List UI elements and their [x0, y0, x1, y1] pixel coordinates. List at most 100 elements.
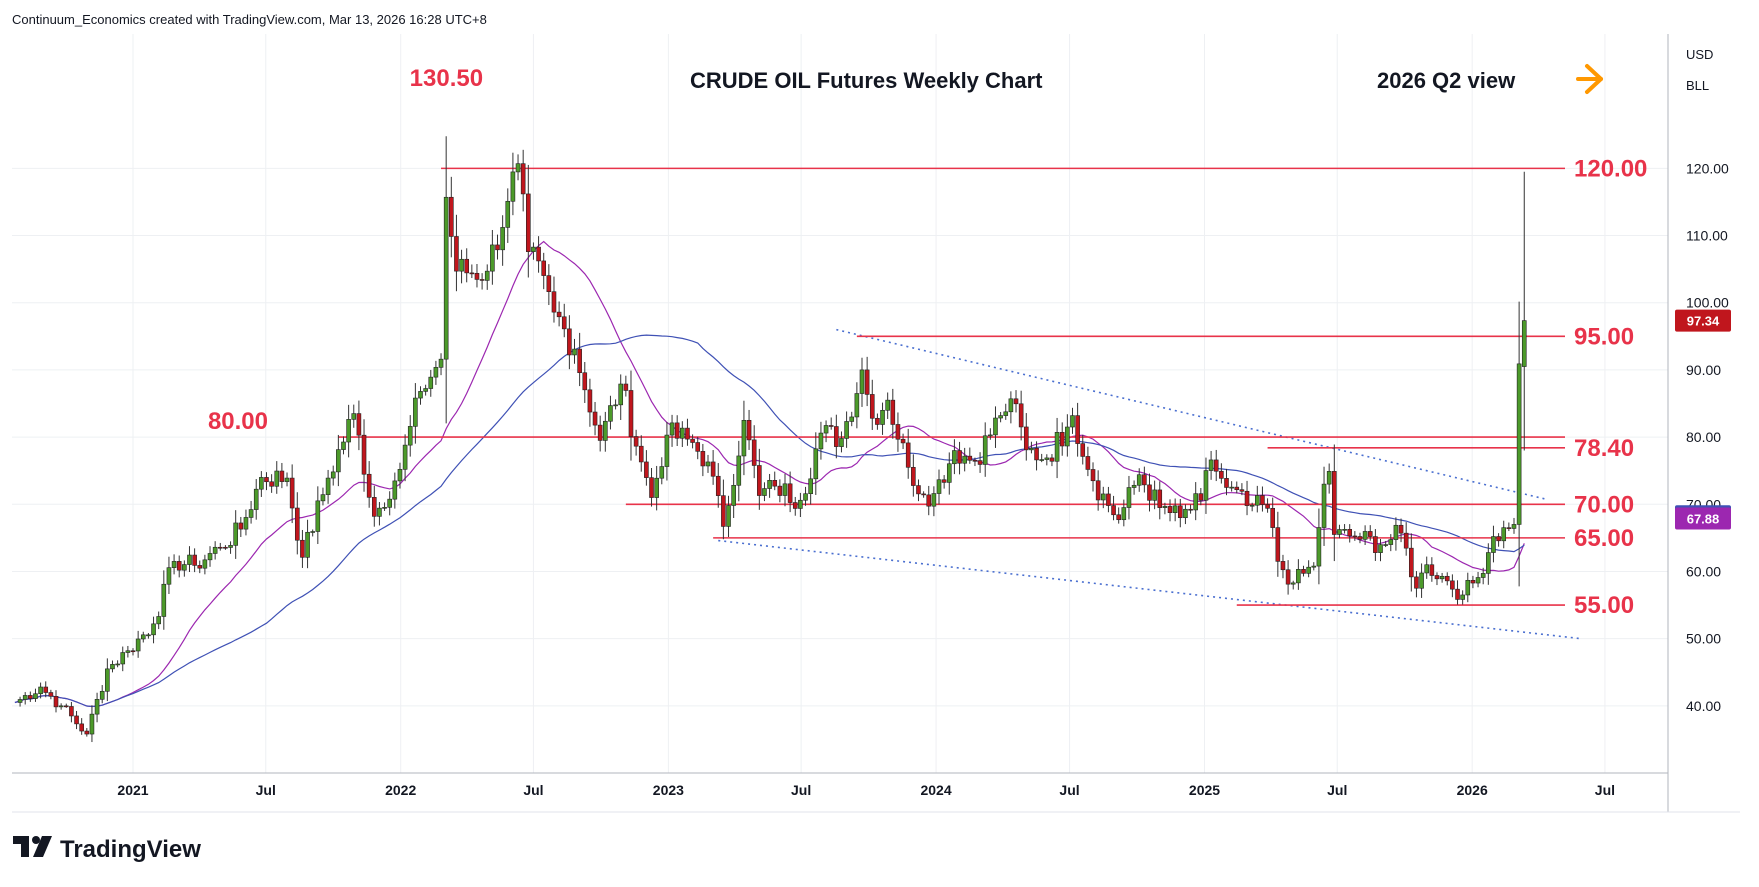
candle-body: [469, 272, 475, 275]
candle-body: [99, 690, 105, 700]
candle-body: [1193, 493, 1198, 511]
candle-body: [223, 546, 228, 549]
time-axis[interactable]: 2021 Jul 2022 Jul 2023 Jul 2024 Jul 2025 Jul 2026 J…: [117, 782, 1615, 798]
candle: [279, 462, 285, 489]
tradingview-logo[interactable]: TradingView: [13, 836, 201, 863]
candle-body: [536, 246, 541, 262]
candle: [1013, 390, 1019, 413]
candle-body: [1347, 529, 1353, 537]
chart-title: CRUDE OIL Futures Weekly Chart: [690, 68, 1043, 93]
candle: [1126, 475, 1132, 520]
candle: [875, 413, 880, 430]
candle: [787, 471, 793, 513]
candle: [854, 382, 860, 429]
candle-body: [1367, 531, 1373, 537]
candle: [1049, 454, 1055, 467]
candle-body: [315, 500, 321, 532]
candle-body: [1465, 579, 1471, 596]
candle: [859, 357, 865, 407]
candle: [69, 701, 74, 723]
candle-body: [849, 416, 855, 422]
candle: [1039, 453, 1044, 463]
candle-body: [197, 565, 203, 569]
candle: [1424, 556, 1430, 579]
candle: [212, 541, 218, 560]
candle-body: [1424, 564, 1430, 574]
candle: [1075, 402, 1080, 457]
candle: [187, 546, 192, 572]
candle-body: [875, 417, 880, 425]
candle: [762, 482, 767, 502]
candle-body: [1131, 484, 1137, 488]
candle-body: [1121, 507, 1127, 521]
candle: [587, 378, 593, 427]
candle: [911, 454, 916, 497]
candle: [63, 703, 69, 708]
candle-body: [449, 196, 454, 237]
candle: [110, 660, 115, 673]
candle-body: [1496, 536, 1501, 542]
candle: [1080, 434, 1086, 465]
candle: [17, 696, 23, 707]
candle-body: [1332, 471, 1337, 535]
x-tick-label: Jul: [791, 782, 811, 798]
candle-body: [495, 244, 500, 251]
x-tick-label: 2026: [1457, 782, 1488, 798]
candle: [443, 136, 449, 424]
unit-label[interactable]: BLL: [1686, 78, 1709, 93]
candle-body: [823, 425, 829, 434]
candle-body: [1357, 536, 1363, 540]
price-badge-label: 67.88: [1687, 512, 1720, 527]
candle-body: [1260, 495, 1265, 505]
candle-body: [633, 436, 639, 447]
candle: [1224, 468, 1229, 496]
candle: [1444, 572, 1450, 586]
candle-body: [33, 693, 38, 699]
candle: [1398, 518, 1404, 543]
candle: [500, 215, 505, 266]
candle: [397, 462, 403, 489]
candle-body: [1460, 594, 1465, 600]
candle: [151, 616, 156, 644]
candle: [89, 705, 95, 743]
candle: [43, 681, 49, 698]
candle: [1403, 522, 1409, 556]
candle-body: [644, 461, 649, 478]
candle-body: [253, 488, 259, 510]
candle: [202, 554, 208, 575]
candle: [382, 502, 387, 511]
candle: [1450, 574, 1455, 598]
candle-body: [202, 559, 208, 569]
candle-body: [259, 477, 264, 490]
candle: [1054, 417, 1060, 479]
candle-body: [1255, 495, 1260, 506]
candle-body: [690, 438, 695, 443]
candle-body: [1480, 573, 1486, 578]
candle: [1465, 572, 1471, 603]
candle-body: [336, 449, 341, 473]
x-tick-label: Jul: [523, 782, 543, 798]
candle: [223, 545, 228, 550]
candle-body: [1106, 493, 1111, 506]
candle: [305, 519, 310, 569]
candle: [361, 419, 367, 492]
trendline: [718, 539, 1581, 640]
candle: [74, 710, 79, 730]
candle-body: [58, 705, 64, 708]
candle-body: [79, 723, 84, 732]
candle: [526, 164, 531, 278]
candle-body: [156, 616, 161, 625]
currency-label[interactable]: USD: [1686, 47, 1713, 62]
y-tick-label: 90.00: [1686, 362, 1721, 378]
candle-body: [854, 393, 860, 418]
candle: [669, 414, 675, 447]
candle: [28, 691, 33, 702]
candle: [1491, 525, 1496, 563]
candle-body: [1419, 572, 1424, 589]
candle-body: [515, 163, 521, 173]
candle-body: [105, 668, 110, 692]
candle: [1516, 301, 1522, 587]
y-tick-label: 60.00: [1686, 563, 1721, 579]
candle-body: [351, 413, 357, 420]
candle-body: [572, 348, 577, 356]
